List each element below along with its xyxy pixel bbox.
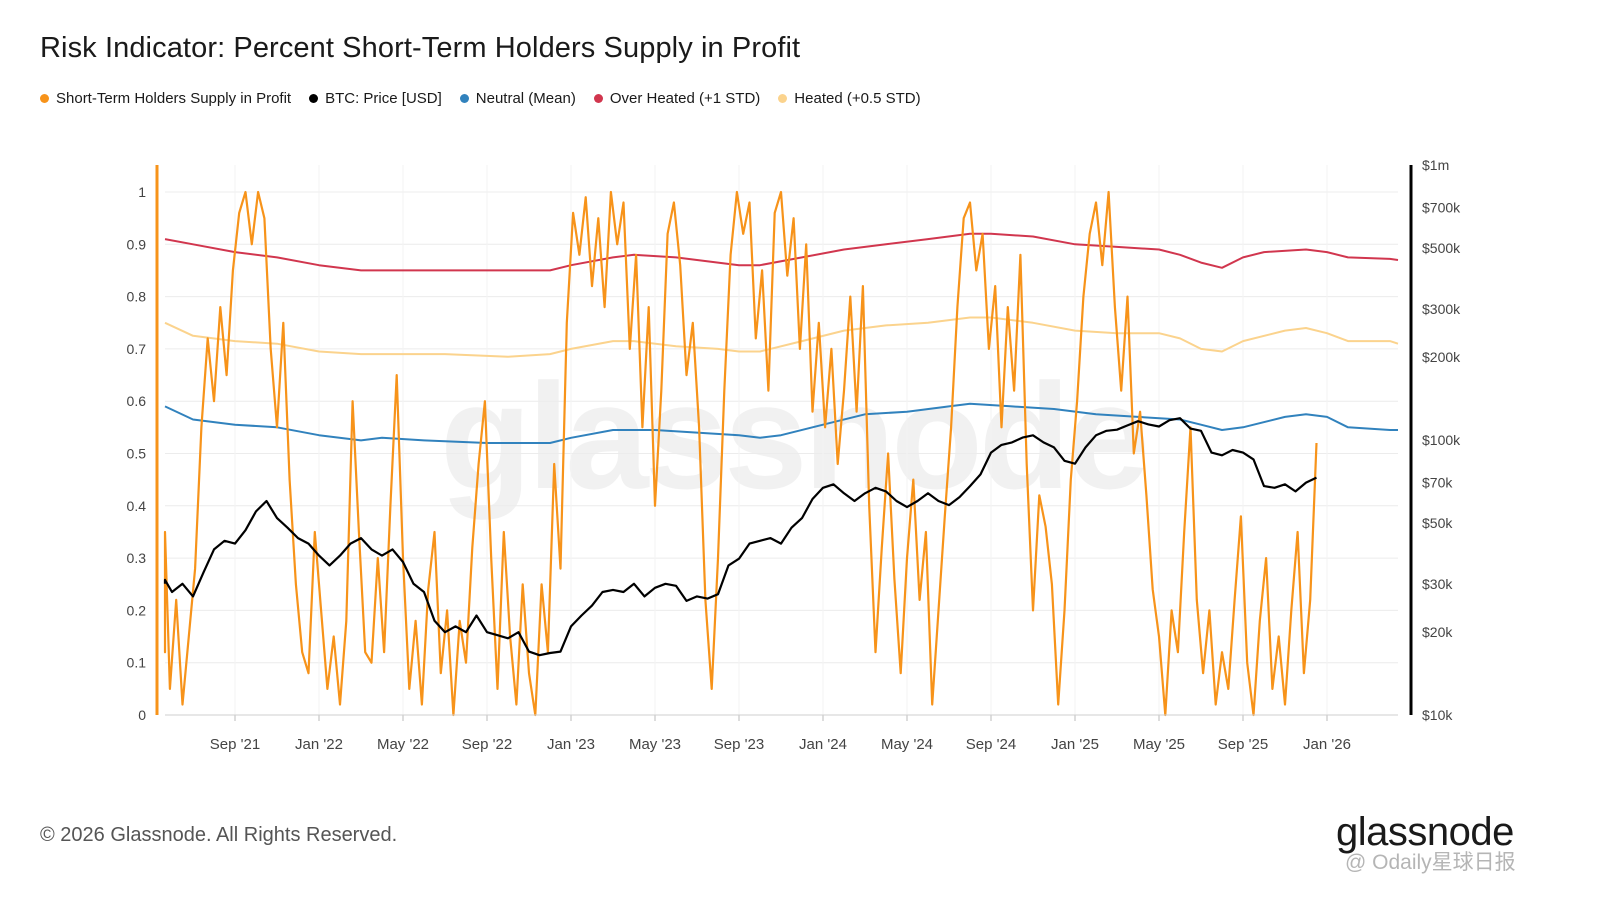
y-tick-label: 0: [138, 707, 146, 723]
legend-label: Neutral (Mean): [475, 90, 576, 107]
y2-tick-label: $30k: [1422, 576, 1453, 592]
legend-item-neutral[interactable]: Neutral (Mean): [459, 90, 576, 107]
legend-item-btc-price[interactable]: BTC: Price [USD]: [309, 90, 442, 107]
y2-tick-label: $500k: [1422, 240, 1461, 256]
series-line-heated-0-5-std-: [164, 316, 1399, 358]
y-tick-label: 0.6: [127, 393, 147, 409]
y-tick-label: 0.5: [127, 446, 147, 462]
x-tick-label: Sep '21: [210, 736, 260, 753]
legend-label: Heated (+0.5 STD): [794, 90, 921, 107]
y-tick-label: 0.4: [127, 498, 147, 514]
x-tick-label: Sep '25: [1218, 736, 1268, 753]
x-tick-label: May '22: [377, 736, 429, 753]
y-tick-label: 0.9: [127, 236, 147, 252]
series-line-short-term-holders-supply-in-profit: [163, 190, 1318, 717]
series-line-neutral-mean-: [164, 402, 1398, 444]
series-line-btc-price-usd-: [163, 417, 1317, 657]
y-tick-label: 0.2: [127, 602, 147, 618]
y2-tick-label: $10k: [1422, 707, 1453, 723]
chart-title: Risk Indicator: Percent Short-Term Holde…: [40, 32, 801, 64]
legend-dot-icon: [309, 94, 319, 103]
x-tick-label: May '23: [629, 736, 681, 753]
legend-item-heated[interactable]: Heated (+0.5 STD): [778, 90, 921, 107]
axes: 0 0.1 0.2 0.3 0.4 0.5 0.6 0.7 0.8 0.9 1 $10k $20k $30…: [127, 157, 1462, 753]
legend-label: BTC: Price [USD]: [325, 90, 442, 107]
series-line-over-heated-1-std-: [164, 232, 1399, 272]
x-tick-label: May '24: [881, 736, 933, 753]
x-tick-label: Jan '23: [547, 736, 595, 753]
y2-tick-label: $300k: [1422, 301, 1461, 317]
x-tick-label: May '25: [1133, 736, 1185, 753]
y2-tick-label: $700k: [1422, 200, 1461, 216]
series-layer: [163, 190, 1399, 717]
x-tick-label: Jan '24: [799, 736, 847, 753]
x-tick-label: Jan '26: [1303, 736, 1351, 753]
y-tick-label: 0.8: [127, 289, 147, 305]
x-tick-label: Sep '24: [966, 736, 1016, 753]
x-tick-label: Sep '22: [462, 736, 512, 753]
x-tick-label: Sep '23: [714, 736, 764, 753]
legend-label: Over Heated (+1 STD): [609, 90, 761, 107]
legend-dot-icon: [778, 94, 788, 103]
y2-tick-label: $50k: [1422, 515, 1453, 531]
glassnode-logo: glassnode: [1336, 810, 1514, 854]
y2-tick-label: $20k: [1422, 624, 1453, 640]
x-tick-label: Jan '22: [295, 736, 343, 753]
y-tick-label: 0.3: [127, 550, 147, 566]
source-watermark: @ Odaily星球日报: [1345, 851, 1516, 874]
x-tick-label: Jan '25: [1051, 736, 1099, 753]
y2-tick-label: $1m: [1422, 157, 1449, 173]
copyright-text: © 2026 Glassnode. All Rights Reserved.: [40, 824, 398, 846]
legend-dot-icon: [40, 94, 49, 103]
y2-tick-label: $70k: [1422, 475, 1453, 491]
y-tick-label: 0.1: [127, 655, 147, 671]
legend-item-sth-profit[interactable]: Short-Term Holders Supply in Profit: [40, 90, 291, 107]
legend-dot-icon: [593, 94, 603, 103]
y-tick-label: 0.7: [127, 341, 147, 357]
y2-tick-label: $200k: [1422, 349, 1461, 365]
y2-tick-label: $100k: [1422, 432, 1461, 448]
legend-dot-icon: [459, 94, 469, 103]
legend: Short-Term Holders Supply in Profit BTC:…: [40, 90, 921, 107]
legend-item-over-heated[interactable]: Over Heated (+1 STD): [593, 90, 761, 107]
y-tick-label: 1: [138, 184, 146, 200]
legend-label: Short-Term Holders Supply in Profit: [56, 90, 292, 107]
